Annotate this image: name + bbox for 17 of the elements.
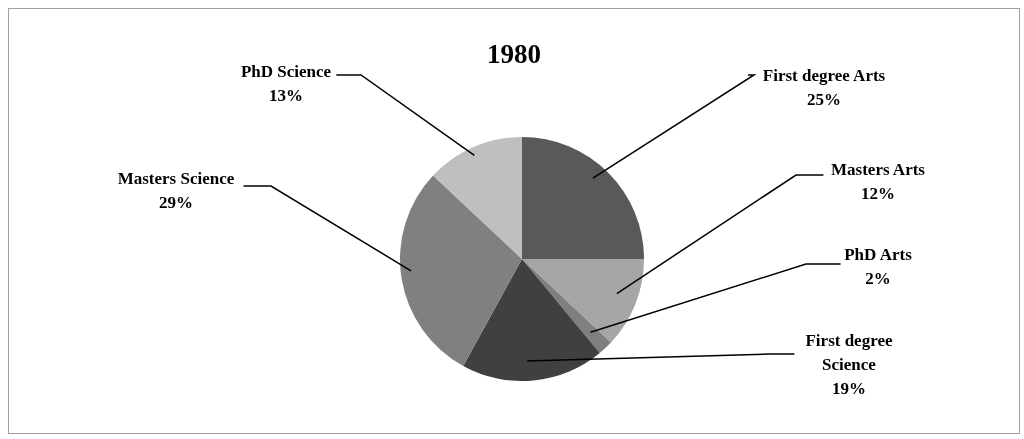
data-label: 25% [807, 90, 841, 109]
data-label: 2% [865, 269, 891, 288]
data-label: 29% [159, 193, 193, 212]
data-label: 19% [832, 379, 866, 398]
chart-title: 1980 [487, 39, 541, 69]
data-label: 12% [861, 184, 895, 203]
slice-label: Masters Science [117, 169, 235, 188]
pie-slice [522, 259, 644, 343]
slice-label: First degree Arts [762, 66, 886, 85]
slice-label: First degree Science [805, 331, 893, 374]
pie-slice [522, 137, 644, 259]
slice-label: Masters Arts [831, 160, 926, 179]
data-label: 13% [269, 86, 303, 105]
pie-slice [463, 259, 600, 381]
pie-slice [433, 137, 522, 259]
slice-label: PhD Arts [844, 245, 913, 264]
slice-label: PhD Science [240, 62, 332, 81]
